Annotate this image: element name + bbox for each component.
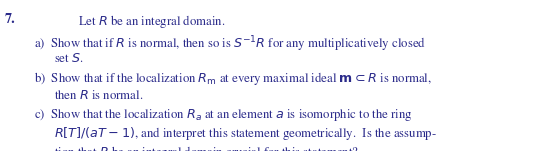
Text: set $S$.: set $S$. [54, 52, 83, 66]
Text: b)  Show that if the localization $R_{\rm m}$ at every maximal ideal $\mathbf{m}: b) Show that if the localization $R_{\rm… [34, 70, 432, 87]
Text: Let $R$ be an integral domain.: Let $R$ be an integral domain. [78, 13, 225, 31]
Text: tion that $R$ be an integral domain crucial for this statement?: tion that $R$ be an integral domain cruc… [54, 144, 358, 151]
Text: 7.: 7. [4, 13, 15, 26]
Text: a)  Show that if $R$ is normal, then so is $S^{-1}R$ for any multiplicatively cl: a) Show that if $R$ is normal, then so i… [34, 34, 426, 53]
Text: c)  Show that the localization $R_a$ at an element $a$ is isomorphic to the ring: c) Show that the localization $R_a$ at a… [34, 107, 412, 123]
Text: $R[T]/(aT - 1)$, and interpret this statement geometrically.  Is the assump-: $R[T]/(aT - 1)$, and interpret this stat… [54, 125, 437, 142]
Text: then $R$ is normal.: then $R$ is normal. [54, 89, 143, 102]
